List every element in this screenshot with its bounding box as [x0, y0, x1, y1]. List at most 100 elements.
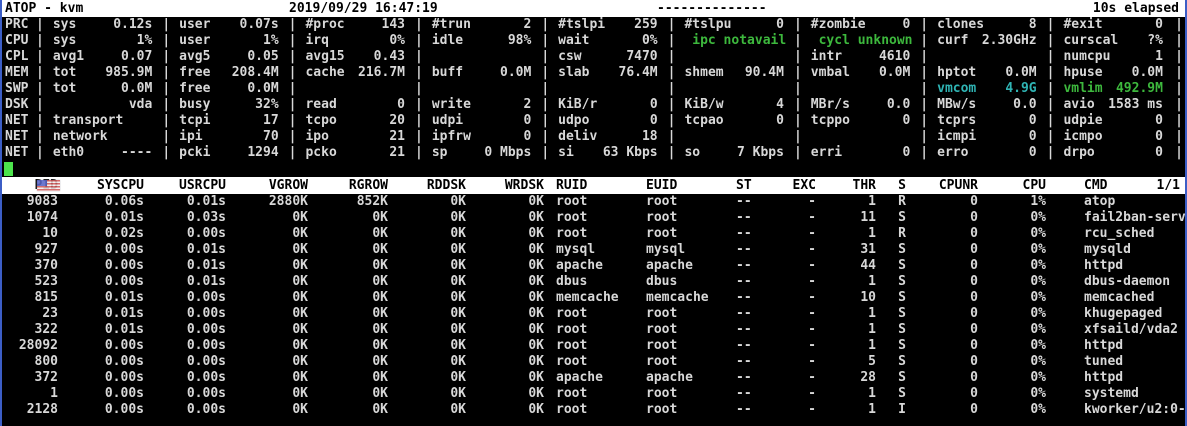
process-row: 370 0.00s 0.01s 0K 0K 0K 0K apache apache -- -44 S 0…: [2, 258, 1185, 274]
cell-cpu: 0%: [1030, 306, 1046, 321]
cell-syscpu: 0.01s: [104, 210, 144, 225]
cell-separator: |: [541, 49, 550, 64]
stat-cell: |: [541, 81, 667, 97]
cell-separator: |: [920, 97, 929, 112]
cell-usrcpu: 0.00s: [186, 226, 226, 241]
cell-rgrow: 0K: [372, 290, 388, 305]
stat-value: 2.30GHz: [981, 33, 1037, 48]
cell-separator: |: [920, 81, 929, 96]
stat-cell: | cache 216.7M: [289, 65, 415, 81]
cell-separator: |: [162, 129, 171, 144]
stat-cell: | avg15 0.43: [289, 49, 415, 65]
stat-cell-content: MBr/s 0.0: [802, 97, 921, 113]
stat-cell: | avg5 0.05: [162, 49, 288, 65]
stat-cell-content: curscal?%: [1054, 33, 1173, 49]
stat-cell: |: [415, 81, 541, 97]
process-row: 523 0.00s 0.01s 0K 0K 0K 0K dbus dbus -- -1 S 0 0% dbu…: [2, 274, 1185, 290]
process-row: 322 0.01s 0.00s 0K 0K 0K 0K root root -- -1 S 0 0% xfs…: [2, 322, 1185, 338]
stat-cell: | irq 0%: [289, 33, 415, 49]
stat-cell-content: intr 4610: [802, 49, 921, 65]
cell-st: --: [736, 370, 752, 385]
cell-wrdsk: 0K: [528, 402, 544, 417]
cell-st: --: [736, 386, 752, 401]
cell-s: S: [898, 386, 906, 401]
stat-cell: | tcpao 0: [668, 113, 794, 129]
cell-separator: |: [288, 65, 297, 80]
stat-cell-content: [928, 49, 1047, 65]
stat-value: 0.0M: [1005, 65, 1037, 80]
stat-key: write: [431, 97, 471, 112]
stat-value: 1294: [247, 145, 279, 160]
cell-rddsk: 0K: [450, 242, 466, 257]
cell-separator: |: [288, 145, 297, 160]
stat-text: ipc notavail: [692, 33, 787, 48]
cell-separator: |: [288, 113, 297, 128]
cell-cpu: 1%: [1030, 194, 1046, 209]
stat-value: 0: [1155, 145, 1163, 160]
cell-separator: |: [1046, 17, 1055, 32]
cell-separator: |: [1046, 113, 1055, 128]
stat-value: [152, 113, 162, 129]
stat-cell-content: icmpi 0: [928, 129, 1047, 145]
stat-key: vmcom: [937, 81, 977, 96]
cell-syscpu: 0.01s: [104, 290, 144, 305]
cell-separator: |: [793, 49, 802, 64]
stat-value: 0.0M: [247, 81, 279, 96]
cell-rddsk: 0K: [450, 194, 466, 209]
cell-separator: |: [36, 81, 44, 96]
stat-value: 0 Mbps: [484, 145, 532, 160]
process-row: 927 0.00s 0.01s 0K 0K 0K 0K mysql mysql -- -31 S 0 0%…: [2, 242, 1185, 258]
stat-value: [784, 129, 794, 145]
stat-cell: | sys 0.12s: [36, 17, 162, 33]
cell-rgrow: 0K: [372, 354, 388, 369]
stats-row-label: CPU: [5, 33, 29, 48]
stat-cell-content: tcpo 20: [296, 113, 415, 129]
stat-cell-content: udpi 0: [423, 113, 542, 129]
cell-s: S: [898, 242, 906, 257]
stat-key: udpie: [1063, 113, 1103, 128]
cell-wrdsk: 0K: [528, 306, 544, 321]
cell-cmd: xfsaild/vda2: [1084, 322, 1178, 337]
stat-key: erri: [810, 145, 843, 160]
cell-exc: -: [808, 354, 816, 369]
cell-cpunr: 0: [970, 338, 978, 353]
stat-cell-content: slab 76.4M: [549, 65, 668, 81]
stat-value: 17: [263, 113, 279, 128]
stat-value: 4: [776, 97, 784, 112]
cell-cpunr: 0: [970, 354, 978, 369]
cell-st: --: [736, 258, 752, 273]
stat-cell-content: cycl unknown: [802, 33, 921, 49]
stat-value: 70: [263, 129, 279, 144]
cell-ruid: apache: [556, 370, 603, 385]
cell-euid: root: [646, 386, 678, 401]
stat-value: [910, 129, 920, 145]
stat-cell-content: buff 0.0M: [423, 65, 542, 81]
cell-thr: 1: [868, 386, 876, 401]
cell-separator: |: [793, 97, 802, 112]
cell-s: S: [898, 210, 906, 225]
stat-key: cache: [305, 65, 345, 80]
cell-st: --: [736, 306, 752, 321]
cell-thr: 1: [868, 402, 876, 417]
cell-separator: |: [414, 97, 423, 112]
stat-value: 0: [1155, 113, 1163, 128]
cell-wrdsk: 0K: [528, 386, 544, 401]
stat-key: KiB/r: [558, 97, 598, 112]
stat-value: 0.0M: [878, 65, 911, 80]
cell-separator: |: [162, 81, 171, 96]
cell-separator: |: [36, 129, 44, 144]
cell-separator: |: [162, 17, 171, 32]
stat-cell-content: KiB/w 4: [675, 97, 794, 113]
stat-key: #tslpu: [684, 17, 732, 32]
stat-cell: | erri 0: [794, 145, 920, 161]
stat-cell-content: user 1%: [170, 33, 289, 49]
stat-value: 7 Kbps: [737, 145, 784, 160]
cell-st: --: [736, 354, 752, 369]
stat-cell-content: deliv 18: [549, 129, 668, 145]
cell-usrcpu: 0.01s: [186, 194, 226, 209]
cell-thr: 1: [868, 274, 876, 289]
stat-value: [784, 81, 794, 97]
stat-cell-content: write 2: [423, 97, 542, 113]
cursor-line: [2, 161, 1185, 177]
